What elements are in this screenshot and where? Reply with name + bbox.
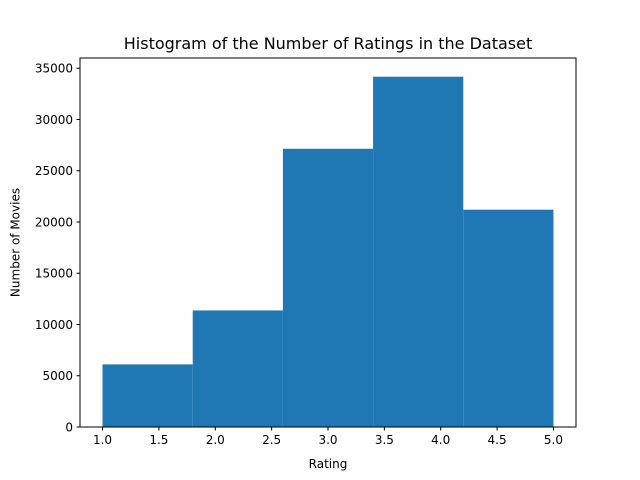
histogram-bar-1 [102,364,193,427]
y-tick-label: 20000 [35,215,73,229]
y-tick-label: 10000 [35,318,73,332]
bars-group [102,76,554,428]
y-tick-label: 5000 [42,369,73,383]
x-tick-label: 1.0 [93,433,112,447]
x-ticks: 1.0 1.5 2.0 2.5 3.0 3.5 4.0 4.5 5.0 [93,427,563,447]
y-tick-label: 0 [65,420,73,434]
x-tick-label: 2.5 [262,433,281,447]
y-tick-label: 35000 [35,62,73,76]
x-tick-label: 2.0 [206,433,225,447]
histogram-bar-5 [463,209,554,427]
y-tick-label: 25000 [35,164,73,178]
histogram-bar-2 [192,310,283,427]
y-axis-label: Number of Movies [9,188,23,297]
x-tick-label: 1.5 [149,433,168,447]
histogram-bar-3 [282,148,374,428]
y-tick-label: 30000 [35,113,73,127]
y-ticks: 0 5000 10000 15000 20000 25000 30000 35000 [35,62,80,434]
x-tick-label: 5.0 [544,433,563,447]
x-tick-label: 4.5 [488,433,507,447]
chart-title: Histogram of the Number of Ratings in th… [124,34,532,53]
x-tick-label: 3.0 [318,433,337,447]
x-tick-label: 3.5 [375,433,394,447]
histogram-bar-4 [373,76,464,428]
x-axis-label: Rating [309,457,348,471]
y-tick-label: 15000 [35,267,73,281]
x-tick-label: 4.0 [431,433,450,447]
